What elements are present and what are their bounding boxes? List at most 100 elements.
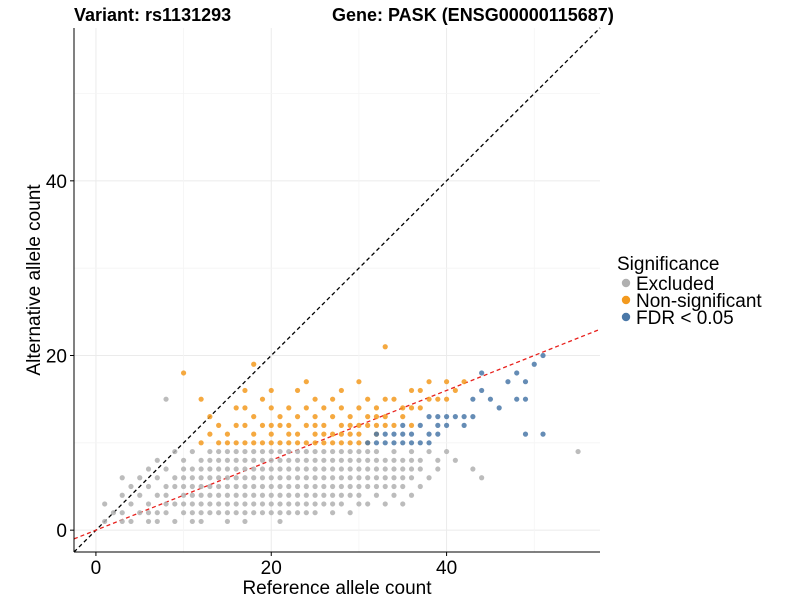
point-excluded: [365, 501, 371, 507]
point-excluded: [251, 492, 257, 498]
point-excluded: [286, 483, 292, 490]
point-non-significant: [356, 431, 362, 437]
point-excluded: [154, 518, 160, 525]
point-excluded: [338, 457, 344, 463]
point-excluded: [321, 475, 327, 481]
point-excluded: [224, 457, 231, 463]
point-excluded: [198, 501, 204, 507]
point-fdr-0-05: [435, 431, 441, 437]
point-excluded: [373, 466, 380, 472]
point-excluded: [338, 501, 344, 507]
point-non-significant: [268, 387, 274, 394]
point-non-significant: [224, 431, 231, 437]
point-excluded: [391, 475, 397, 481]
point-excluded: [408, 492, 415, 498]
point-excluded: [180, 457, 187, 463]
point-excluded: [303, 501, 309, 507]
point-excluded: [479, 475, 485, 481]
point-non-significant: [338, 440, 344, 446]
point-excluded: [189, 448, 195, 455]
point-excluded: [137, 475, 143, 481]
point-fdr-0-05: [514, 396, 520, 402]
point-fdr-0-05: [417, 440, 423, 446]
point-fdr-0-05: [435, 414, 441, 420]
point-excluded: [277, 518, 283, 525]
point-excluded: [163, 466, 169, 472]
reference-lines: [73, 27, 601, 553]
point-excluded: [259, 483, 266, 490]
point-excluded: [365, 448, 371, 455]
point-non-significant: [242, 440, 248, 446]
point-excluded: [224, 501, 231, 507]
point-excluded: [330, 466, 336, 472]
point-excluded: [189, 466, 195, 472]
point-excluded: [145, 483, 152, 490]
point-excluded: [277, 501, 283, 507]
point-fdr-0-05: [443, 414, 450, 420]
point-non-significant: [268, 431, 274, 437]
point-excluded: [312, 475, 318, 481]
point-excluded: [259, 492, 266, 498]
title-variant: Variant: rs1131293: [74, 5, 231, 25]
point-excluded: [154, 475, 160, 481]
point-non-significant: [303, 405, 309, 411]
point-fdr-0-05: [382, 440, 388, 446]
point-non-significant: [347, 414, 353, 420]
point-excluded: [338, 448, 344, 455]
point-fdr-0-05: [400, 440, 406, 446]
point-excluded: [277, 448, 283, 455]
point-excluded: [119, 518, 125, 525]
point-excluded: [356, 492, 362, 498]
point-excluded: [356, 475, 362, 481]
point-excluded: [216, 492, 222, 498]
point-fdr-0-05: [461, 414, 467, 420]
point-excluded: [198, 492, 204, 498]
point-fdr-0-05: [470, 396, 476, 402]
point-excluded: [259, 457, 266, 463]
point-non-significant: [330, 396, 336, 402]
point-fdr-0-05: [443, 422, 450, 428]
point-excluded: [338, 483, 344, 490]
point-excluded: [294, 466, 301, 472]
point-excluded: [277, 492, 283, 498]
point-non-significant: [233, 422, 239, 428]
point-non-significant: [286, 431, 292, 437]
point-excluded: [303, 448, 309, 455]
point-non-significant: [408, 387, 415, 394]
x-tick-label: 40: [436, 558, 457, 579]
point-excluded: [198, 510, 204, 516]
axes: [73, 28, 600, 553]
point-excluded: [347, 492, 353, 498]
point-non-significant: [268, 405, 274, 411]
point-excluded: [259, 448, 266, 455]
point-excluded: [233, 448, 239, 455]
point-excluded: [277, 475, 283, 481]
point-non-significant: [251, 414, 257, 420]
point-excluded: [321, 483, 327, 490]
point-non-significant: [347, 422, 353, 428]
legend-marker-fdr: [621, 312, 631, 322]
point-non-significant: [233, 405, 239, 411]
point-excluded: [277, 466, 283, 472]
point-excluded: [286, 475, 292, 481]
point-excluded: [365, 466, 371, 472]
point-excluded: [303, 483, 309, 490]
point-excluded: [268, 475, 274, 481]
point-excluded: [277, 510, 283, 516]
point-excluded: [216, 448, 222, 455]
y-axis-label: Alternative allele count: [24, 184, 45, 376]
point-non-significant: [242, 405, 248, 411]
point-excluded: [303, 457, 309, 463]
point-excluded: [172, 448, 178, 455]
point-excluded: [224, 510, 231, 516]
point-non-significant: [435, 396, 441, 402]
point-excluded: [303, 492, 309, 498]
point-excluded: [365, 475, 371, 481]
legend-label-non-significant: Non-significant: [636, 291, 762, 312]
point-excluded: [382, 466, 388, 472]
point-excluded: [330, 483, 336, 490]
point-fdr-0-05: [391, 440, 397, 446]
point-excluded: [408, 475, 415, 481]
point-excluded: [259, 475, 266, 481]
point-non-significant: [286, 405, 292, 411]
